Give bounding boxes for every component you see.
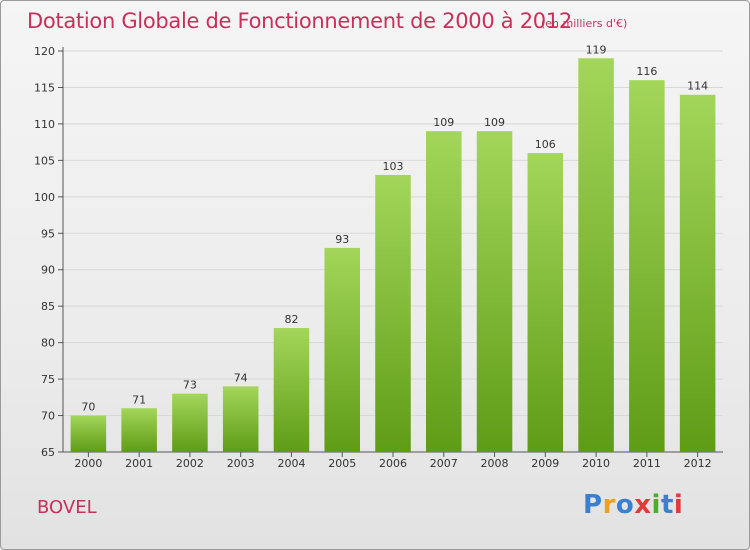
bar-2004 <box>273 328 310 452</box>
bar-2011 <box>629 80 665 452</box>
data-label-2010: 119 <box>586 43 607 56</box>
x-tick-label: 2010 <box>582 457 610 470</box>
bar-2010 <box>578 58 614 453</box>
labels: 70 2000 71 2001 73 2002 74 2003 82 2004 93 2005 103 2… <box>74 43 711 470</box>
y-tick-label: 120 <box>34 45 55 58</box>
y-tick-label: 100 <box>34 191 55 204</box>
chart-unit: (en milliers d'€) <box>541 17 628 30</box>
bar-2008 <box>476 131 513 452</box>
y-tick-label: 95 <box>41 227 55 240</box>
y-tick-label: 115 <box>34 81 55 94</box>
x-tick-label: 2002 <box>176 457 204 470</box>
x-tick-label: 2005 <box>328 457 356 470</box>
y-tick-label: 70 <box>41 410 55 423</box>
y-tick-label: 75 <box>41 373 55 386</box>
x-tick-label: 2007 <box>430 457 458 470</box>
bar-2009 <box>527 153 564 452</box>
logo-letter: o <box>615 490 635 520</box>
logo-letter: P <box>583 490 603 520</box>
y-tick-label: 105 <box>34 154 55 167</box>
x-tick-label: 2009 <box>531 457 559 470</box>
y-tick-label: 85 <box>41 300 55 313</box>
logo-letter: x <box>634 490 652 520</box>
bar-2000 <box>70 415 107 452</box>
data-label-2002: 73 <box>183 379 197 392</box>
data-label-2001: 71 <box>132 393 146 406</box>
data-label-2009: 106 <box>535 138 556 151</box>
y-tick-label: 80 <box>41 337 55 350</box>
y-tick-label: 65 <box>41 446 55 459</box>
data-label-2004: 82 <box>284 313 298 326</box>
x-tick-label: 2011 <box>633 457 661 470</box>
logo-letter: t <box>660 490 674 520</box>
bar-2007 <box>426 131 462 452</box>
chart-title: Dotation Globale de Fonctionnement de 20… <box>27 9 572 33</box>
data-label-2012: 114 <box>687 80 708 93</box>
x-tick-label: 2012 <box>684 457 712 470</box>
logo-letter: i <box>651 490 661 520</box>
data-label-2011: 116 <box>636 65 657 78</box>
logo-letter: i <box>673 490 684 520</box>
bar-2001 <box>121 408 157 452</box>
x-tick-label: 2000 <box>74 457 102 470</box>
data-label-2008: 109 <box>484 116 505 129</box>
bar-2003 <box>222 386 259 452</box>
x-tick-label: 2004 <box>277 457 305 470</box>
data-label-2005: 93 <box>335 233 349 246</box>
commune-name: BOVEL <box>37 497 97 518</box>
bar-2006 <box>375 174 411 453</box>
x-tick-label: 2006 <box>379 457 407 470</box>
bar-2005 <box>324 247 360 452</box>
bars <box>70 58 716 453</box>
logo-letter: r <box>602 490 616 520</box>
bar-2002 <box>172 393 208 452</box>
proxiti-logo[interactable]: Proxiti <box>583 490 683 520</box>
y-tick-label: 110 <box>34 118 55 131</box>
x-tick-label: 2001 <box>125 457 153 470</box>
data-label-2006: 103 <box>383 160 404 173</box>
data-label-2007: 109 <box>433 116 454 129</box>
y-tick-label: 90 <box>41 264 55 277</box>
x-tick-label: 2008 <box>481 457 509 470</box>
x-tick-label: 2003 <box>227 457 255 470</box>
data-label-2003: 74 <box>234 371 248 384</box>
data-label-2000: 70 <box>81 401 95 414</box>
bar-2012 <box>679 94 716 452</box>
